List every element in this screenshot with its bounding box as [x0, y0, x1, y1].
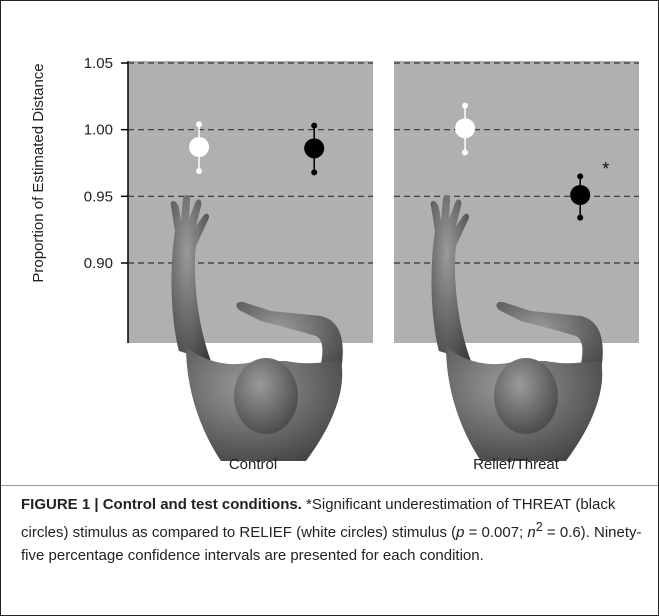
separator	[1, 485, 658, 486]
chart: 1.05 1.00 0.95 0.90 * Proportion of Estimat…	[1, 1, 658, 485]
error-cap	[577, 173, 583, 179]
point	[189, 137, 209, 157]
error-cap	[311, 123, 317, 129]
y-axis-label: Proportion of Estimated Distance	[30, 63, 47, 282]
y-tick-label: 1.05	[84, 55, 113, 72]
error-cap	[196, 168, 202, 174]
point	[455, 118, 475, 138]
caption-text: 2	[536, 520, 543, 534]
figure: 1.05 1.00 0.95 0.90 * Proportion of Estimat…	[0, 0, 659, 616]
caption-label: FIGURE 1 | Control and test conditions.	[21, 496, 302, 513]
annotation: *	[602, 159, 609, 179]
caption-text: = 0.007;	[464, 524, 527, 541]
x-axis-label: Relief/Threat	[473, 456, 560, 473]
caption: FIGURE 1 | Control and test conditions. …	[21, 493, 646, 567]
y-tick-label: 0.95	[84, 188, 113, 205]
error-cap	[311, 169, 317, 175]
point	[304, 138, 324, 158]
caption-text: n	[527, 524, 535, 541]
error-cap	[577, 215, 583, 221]
panel	[394, 61, 639, 343]
y-tick-label: 1.00	[84, 122, 113, 139]
error-cap	[462, 103, 468, 109]
y-tick-label: 0.90	[84, 255, 113, 272]
error-cap	[196, 121, 202, 127]
point	[570, 185, 590, 205]
error-cap	[462, 149, 468, 155]
x-axis-label: Control	[229, 456, 277, 473]
panel	[128, 61, 373, 343]
